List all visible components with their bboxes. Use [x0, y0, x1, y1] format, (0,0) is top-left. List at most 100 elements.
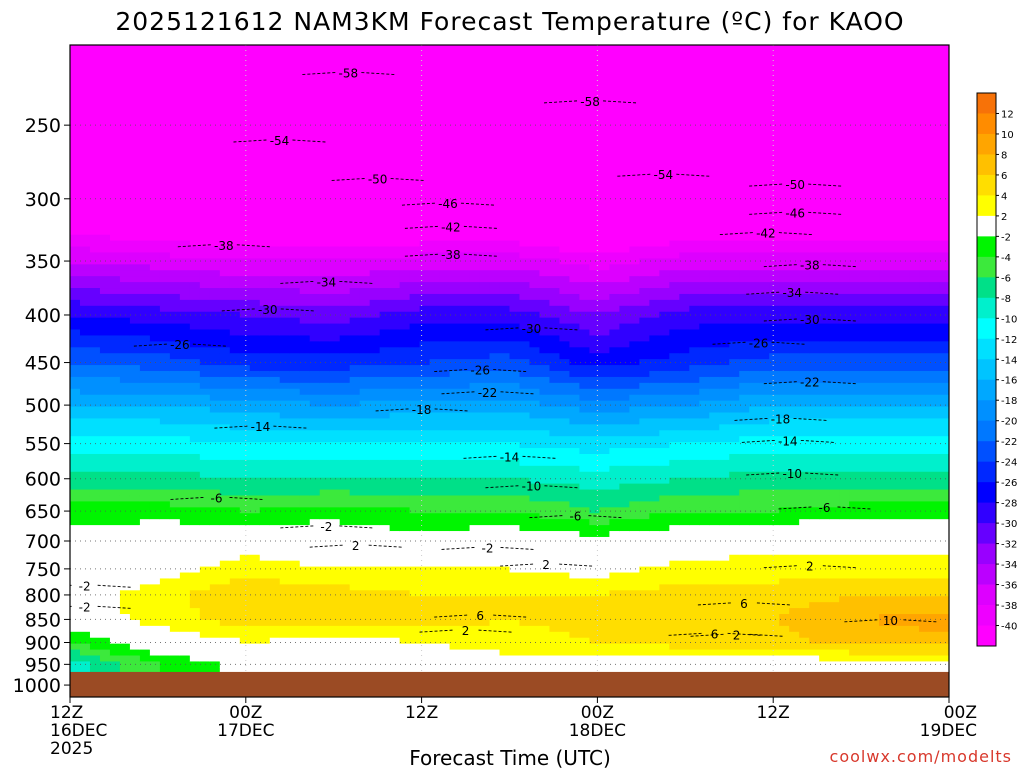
field-cell — [449, 240, 461, 248]
field-cell — [399, 199, 411, 206]
field-cell — [109, 602, 121, 609]
field-cell — [199, 222, 211, 230]
field-cell — [399, 548, 411, 556]
field-cell — [199, 614, 211, 621]
field-cell — [399, 50, 411, 58]
field-cell — [70, 68, 81, 76]
field-cell — [459, 448, 471, 455]
field-cell — [299, 382, 311, 390]
field-cell — [129, 317, 141, 325]
field-cell — [399, 62, 411, 70]
field-cell — [409, 80, 421, 88]
field-cell — [269, 270, 281, 277]
field-cell — [329, 311, 341, 319]
field-cell — [189, 453, 201, 461]
field-cell — [209, 625, 221, 633]
field-cell — [309, 388, 321, 396]
field-cell — [319, 596, 331, 603]
field-cell — [509, 400, 521, 408]
field-cell — [289, 293, 301, 301]
field-cell — [259, 501, 271, 508]
field-cell — [189, 394, 201, 402]
field-cell — [269, 181, 281, 188]
field-cell — [179, 74, 191, 82]
field-cell — [509, 489, 521, 497]
field-cell — [319, 489, 331, 497]
field-cell — [109, 246, 121, 254]
field-cell — [309, 625, 321, 633]
field-cell — [139, 193, 151, 200]
field-cell — [70, 436, 81, 443]
field-cell — [209, 80, 221, 88]
field-cell — [219, 590, 231, 597]
field-cell — [219, 181, 231, 188]
field-cell — [369, 157, 381, 165]
field-cell — [249, 276, 261, 283]
field-cell — [179, 430, 191, 437]
field-cell — [369, 139, 381, 147]
field-cell — [259, 145, 271, 153]
field-cell — [119, 234, 131, 242]
field-cell — [209, 270, 221, 277]
field-cell — [499, 459, 511, 467]
field-cell — [479, 341, 491, 348]
field-cell — [109, 175, 121, 182]
field-cell — [229, 655, 241, 663]
field-cell — [219, 382, 231, 390]
field-cell — [379, 625, 391, 633]
field-cell — [499, 127, 511, 135]
field-cell — [329, 548, 341, 556]
field-cell — [119, 637, 131, 645]
field-cell — [249, 637, 261, 645]
field-cell — [389, 329, 401, 337]
field-cell — [209, 412, 221, 420]
field-cell — [429, 608, 441, 615]
field-cell — [359, 495, 371, 502]
field-cell — [269, 394, 281, 402]
field-cell — [429, 181, 441, 188]
field-cell — [70, 619, 81, 627]
field-cell — [109, 86, 121, 94]
field-cell — [309, 430, 321, 437]
field-cell — [249, 578, 261, 585]
field-cell — [459, 400, 471, 408]
field-cell — [459, 412, 471, 420]
field-cell — [269, 501, 281, 508]
field-cell — [229, 631, 241, 639]
field-cell — [259, 104, 271, 111]
field-cell — [70, 45, 81, 52]
field-cell — [479, 62, 491, 70]
field-cell — [179, 127, 191, 135]
field-cell — [399, 181, 411, 188]
field-cell — [479, 631, 491, 639]
field-cell — [79, 116, 91, 123]
field-cell — [429, 133, 441, 141]
field-cell — [239, 56, 251, 64]
field-cell — [319, 258, 331, 265]
field-cell — [399, 453, 411, 461]
field-cell — [429, 371, 441, 378]
field-cell — [129, 205, 141, 212]
field-cell — [409, 169, 421, 176]
field-cell — [229, 400, 241, 408]
field-cell — [409, 86, 421, 94]
field-cell — [219, 501, 231, 508]
field-cell — [429, 222, 441, 230]
field-cell — [119, 365, 131, 372]
field-cell — [399, 193, 411, 200]
field-cell — [289, 371, 301, 378]
field-cell — [209, 608, 221, 615]
field-cell — [279, 145, 291, 153]
field-cell — [469, 264, 481, 271]
field-cell — [489, 163, 501, 171]
field-cell — [319, 459, 331, 467]
field-cell — [279, 436, 291, 443]
field-cell — [199, 525, 211, 532]
field-cell — [79, 453, 91, 461]
field-cell — [399, 293, 411, 301]
field-cell — [469, 536, 481, 544]
field-cell — [99, 193, 111, 200]
field-cell — [299, 619, 311, 627]
field-cell — [109, 566, 121, 574]
field-cell — [219, 151, 231, 159]
